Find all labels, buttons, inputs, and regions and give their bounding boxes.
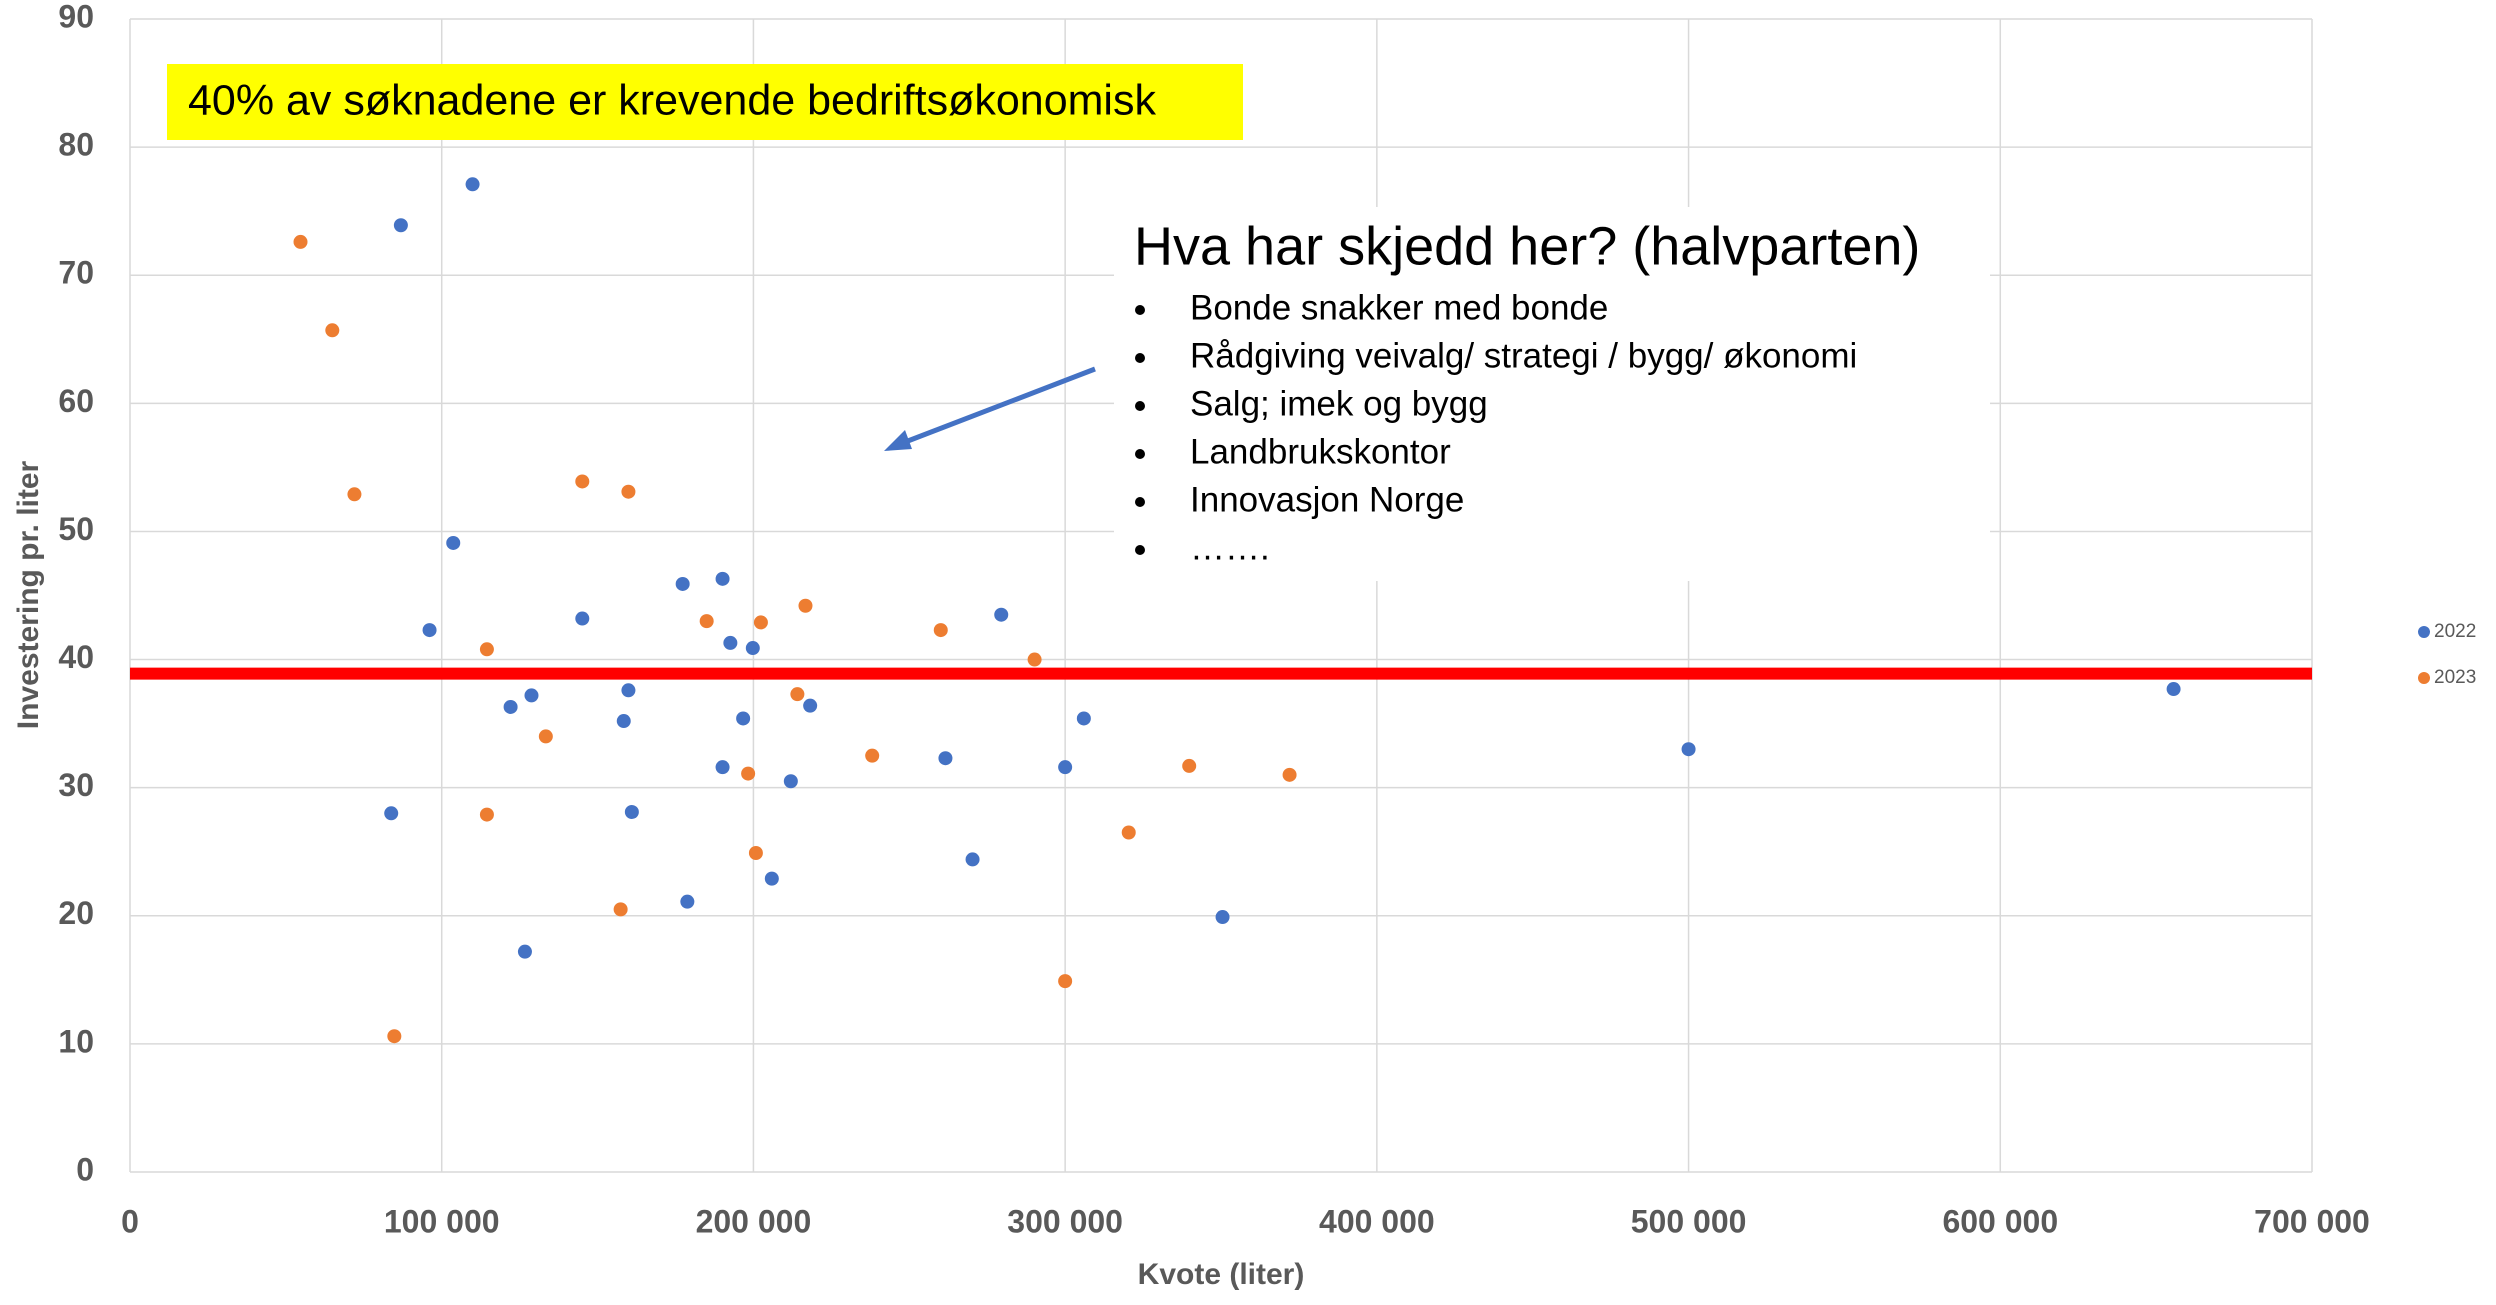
point	[865, 748, 880, 763]
y-tick-label: 60	[58, 383, 94, 419]
plot: 0 10 20 30 40 50 60 70 80 90 0 100 000 200 000 300 00…	[58, 0, 2369, 1239]
y-tick-label: 90	[58, 0, 94, 34]
point	[1215, 910, 1230, 925]
bullet	[1135, 401, 1145, 411]
point	[524, 688, 539, 703]
point	[621, 484, 636, 499]
y-tick-label: 80	[58, 127, 94, 163]
point	[503, 699, 518, 714]
y-axis-label: Investering pr. liter	[12, 460, 45, 729]
note-box	[1114, 207, 1990, 581]
bullet	[1135, 305, 1145, 315]
x-axis-label: Kvote (liter)	[1138, 1258, 1305, 1291]
y-tick-label: 20	[58, 895, 94, 931]
point	[422, 623, 437, 638]
bullet-list: Bonde snakker med bonde Rådgiving veivalg…	[1135, 288, 1857, 567]
point	[938, 751, 953, 766]
bullet	[1135, 497, 1145, 507]
point	[715, 760, 730, 775]
point	[1027, 652, 1042, 667]
highlight-box	[167, 64, 1243, 140]
point	[994, 607, 1009, 622]
point	[790, 687, 805, 702]
point	[538, 729, 553, 744]
legend-marker	[2418, 672, 2430, 684]
point	[2166, 682, 2181, 697]
point	[1058, 974, 1073, 989]
arrow	[899, 366, 1096, 447]
point	[479, 642, 494, 657]
point	[293, 234, 308, 249]
point	[680, 894, 695, 909]
point	[517, 944, 532, 959]
bullet-text: Rådgiving veivalg/ strategi / bygg/ økon…	[1190, 336, 1857, 375]
x-tick-label: 0	[121, 1203, 139, 1239]
x-tick-label: 200 000	[696, 1203, 812, 1239]
point	[621, 683, 636, 698]
bullet	[1135, 545, 1145, 555]
point	[624, 805, 639, 820]
legend-marker	[2418, 626, 2430, 638]
x-tick-label: 700 000	[2254, 1203, 2370, 1239]
bullet-text: Bonde snakker med bonde	[1190, 288, 1608, 327]
bullet-text: …….	[1190, 528, 1270, 567]
y-tick-label: 50	[58, 511, 94, 547]
point	[753, 615, 768, 630]
point	[675, 576, 690, 591]
x-tick-label: 300 000	[1007, 1203, 1123, 1239]
point	[1121, 825, 1136, 840]
y-tick-label: 40	[58, 639, 94, 675]
point	[465, 177, 480, 192]
point	[575, 611, 590, 626]
point	[479, 807, 494, 822]
point	[1182, 758, 1197, 773]
point	[325, 323, 340, 338]
point	[1282, 767, 1297, 782]
point	[699, 614, 714, 629]
bullet	[1135, 449, 1145, 459]
point	[387, 1029, 402, 1044]
point	[575, 474, 590, 489]
legend-label: 2023	[2434, 667, 2476, 688]
arrow-head	[884, 430, 912, 451]
note-title: Hva har skjedd her? (halvparten)	[1134, 216, 1920, 276]
x-tick-label: 500 000	[1631, 1203, 1747, 1239]
point	[748, 846, 763, 861]
bullet-text: Salg; imek og bygg	[1190, 384, 1488, 423]
point	[741, 766, 756, 781]
x-tick-label: 600 000	[1942, 1203, 2058, 1239]
point	[1058, 760, 1073, 775]
point	[384, 806, 399, 821]
highlight-text: 40% av søknadene er krevende bedriftsøko…	[188, 76, 1156, 124]
bullet-text: Innovasjon Norge	[1190, 480, 1464, 519]
point	[613, 902, 628, 917]
point	[715, 571, 730, 586]
x-tick-label: 400 000	[1319, 1203, 1435, 1239]
y-tick-label: 10	[58, 1023, 94, 1059]
y-tick-label: 30	[58, 767, 94, 803]
x-tick-label: 100 000	[384, 1203, 500, 1239]
point	[616, 714, 631, 729]
bullet-text: Landbrukskontor	[1190, 432, 1451, 471]
point	[393, 218, 408, 233]
point	[933, 623, 948, 638]
point	[347, 487, 362, 502]
point	[736, 711, 751, 726]
point	[783, 774, 798, 789]
point	[1681, 742, 1696, 757]
y-tick-label: 70	[58, 255, 94, 291]
point	[1076, 711, 1091, 726]
y-tick-label: 0	[76, 1151, 94, 1187]
point	[764, 871, 779, 886]
point	[723, 635, 738, 650]
point	[446, 535, 461, 550]
point	[965, 852, 980, 867]
legend-label: 2022	[2434, 621, 2476, 642]
bullet	[1135, 353, 1145, 363]
point	[798, 598, 813, 613]
point	[803, 698, 818, 713]
point	[745, 641, 760, 656]
